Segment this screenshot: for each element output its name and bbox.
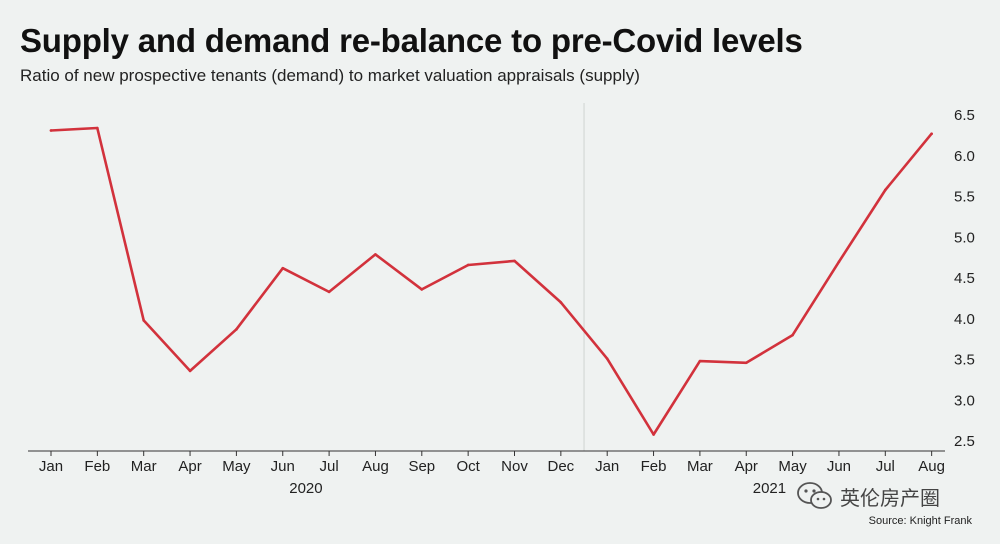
x-tick-label: May xyxy=(222,458,251,475)
x-tick-label: Mar xyxy=(687,458,713,475)
data-point xyxy=(559,301,563,304)
data-point xyxy=(513,259,516,263)
x-tick-label: Jul xyxy=(876,458,895,475)
series-line xyxy=(49,126,933,436)
year-label: 2021 xyxy=(753,480,786,497)
data-point xyxy=(466,263,470,267)
data-point xyxy=(281,266,285,270)
data-point xyxy=(96,126,99,130)
watermark: 英伦房产圈 xyxy=(796,481,940,511)
x-tick-label: Jun xyxy=(271,458,295,475)
y-tick-label: 5.0 xyxy=(954,229,975,246)
data-point xyxy=(930,132,933,136)
x-tick-label: Oct xyxy=(456,458,480,475)
x-tick-label: Sep xyxy=(408,458,435,475)
data-point xyxy=(698,359,702,363)
y-tick-label: 3.5 xyxy=(954,352,975,369)
y-tick-label: 5.5 xyxy=(954,189,975,206)
chart-title: Supply and demand re-balance to pre-Covi… xyxy=(20,22,803,59)
x-tick-label: Jul xyxy=(320,458,339,475)
data-point xyxy=(49,129,53,132)
x-tick-label: Apr xyxy=(178,458,201,475)
x-tick-label: Mar xyxy=(131,458,157,475)
y-tick-label: 2.5 xyxy=(954,433,975,450)
data-point xyxy=(420,288,424,291)
x-tick-label: Aug xyxy=(362,458,389,475)
data-point xyxy=(652,433,655,436)
data-point xyxy=(327,290,331,294)
data-point xyxy=(142,319,145,322)
x-tick-label: May xyxy=(778,458,807,475)
year-label: 2020 xyxy=(289,480,322,497)
data-point xyxy=(837,260,841,264)
x-tick-label: Nov xyxy=(501,458,528,475)
data-point xyxy=(188,369,192,373)
x-tick-label: Feb xyxy=(641,458,667,475)
watermark-text: 英伦房产圈 xyxy=(840,487,940,510)
x-tick-label: Jan xyxy=(39,458,63,475)
x-tick-label: Dec xyxy=(548,458,575,475)
data-point xyxy=(235,328,238,331)
y-tick-label: 4.0 xyxy=(954,311,975,328)
y-tick-label: 6.0 xyxy=(954,148,975,165)
x-tick-label: Apr xyxy=(735,458,758,475)
y-tick-label: 6.5 xyxy=(954,107,975,124)
data-point xyxy=(884,188,887,192)
x-tick-label: Jun xyxy=(827,458,851,475)
x-tick-label: Aug xyxy=(918,458,945,475)
x-tick-label: Jan xyxy=(595,458,619,475)
chart-subtitle: Ratio of new prospective tenants (demand… xyxy=(20,66,640,85)
data-point xyxy=(374,253,377,256)
y-tick-label: 3.0 xyxy=(954,392,975,409)
x-tick-label: Feb xyxy=(84,458,110,475)
data-point xyxy=(605,357,609,360)
y-tick-label: 4.5 xyxy=(954,270,975,287)
data-point xyxy=(744,361,748,365)
source-note: Source: Knight Frank xyxy=(868,515,972,527)
data-point xyxy=(791,333,794,337)
wechat-icon xyxy=(797,482,832,509)
